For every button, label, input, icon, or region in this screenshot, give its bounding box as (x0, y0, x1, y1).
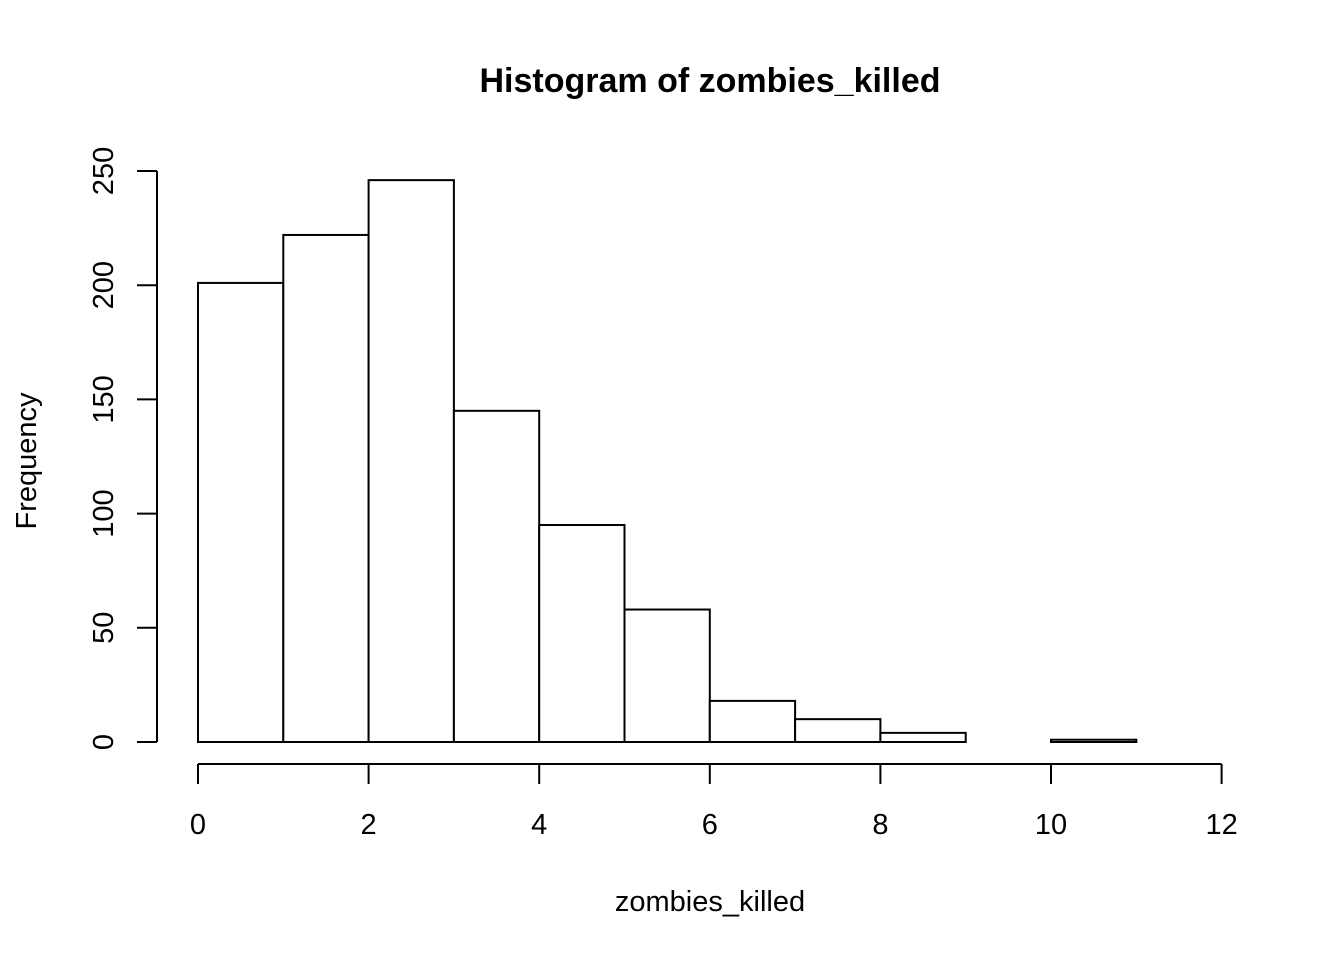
x-axis-label: zombies_killed (615, 886, 805, 918)
y-axis: 0 50 100 150 200 250 (88, 147, 158, 750)
y-tick-label: 100 (88, 489, 120, 537)
x-tick-label: 10 (1035, 809, 1067, 841)
histogram-bar-3 (452, 409, 541, 743)
x-tick-label: 6 (702, 809, 718, 841)
x-axis: 0 2 4 6 8 10 12 (190, 763, 1238, 841)
histogram-bar-2 (367, 179, 455, 744)
y-tick-label: 250 (88, 147, 120, 195)
y-tick-label: 200 (88, 261, 120, 309)
histogram-bar-5 (623, 608, 711, 744)
histogram-bar-0 (197, 281, 285, 743)
histogram-bar-6 (708, 699, 797, 743)
x-tick-label: 8 (872, 809, 888, 841)
y-tick-label: 50 (88, 612, 120, 644)
x-tick-label: 4 (531, 809, 547, 841)
y-tick-label: 0 (88, 734, 120, 750)
y-axis-label: Frequency (11, 392, 43, 530)
histogram-bar-8 (879, 731, 967, 744)
chart-title: Histogram of zombies_killed (480, 62, 941, 100)
histogram-bar-10 (1050, 738, 1138, 744)
bars-group (197, 179, 1138, 744)
x-tick-label: 2 (361, 809, 377, 841)
x-tick-label: 0 (190, 809, 206, 841)
y-tick-label: 150 (88, 375, 120, 423)
x-tick-label: 12 (1205, 809, 1237, 841)
histogram-bar-4 (538, 524, 626, 744)
histogram-bar-7 (794, 718, 882, 743)
histogram-bar-1 (282, 233, 370, 743)
